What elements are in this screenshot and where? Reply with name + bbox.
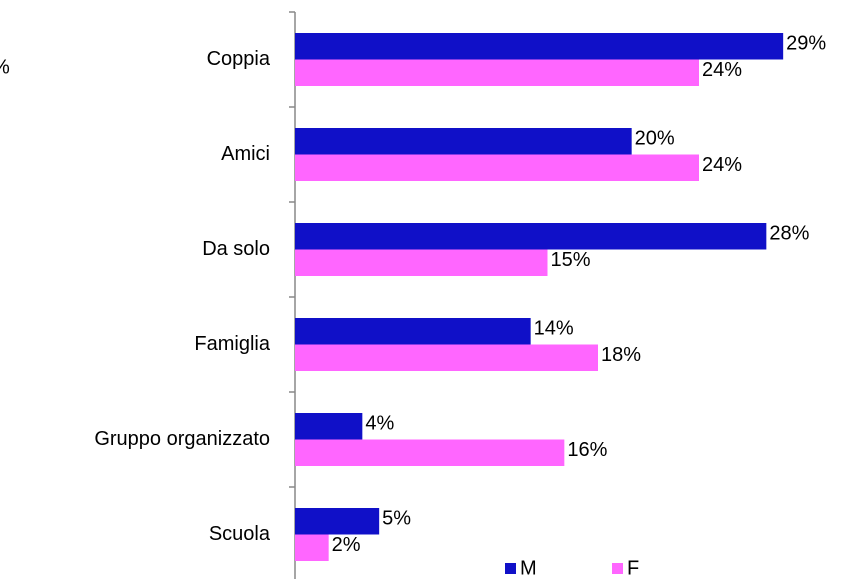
data-label: 24% [702, 154, 742, 176]
data-label: 24% [702, 59, 742, 81]
annotation: % [0, 56, 10, 78]
data-label: 20% [635, 128, 675, 150]
bar [295, 439, 565, 466]
bar [295, 344, 598, 371]
category-label: Scuola [209, 523, 271, 545]
category-label: Amici [221, 143, 270, 165]
bar [295, 249, 548, 276]
data-label: 14% [534, 318, 574, 340]
bar [295, 128, 632, 155]
bar [295, 508, 380, 535]
legend-label: M [520, 557, 537, 579]
bar [295, 534, 329, 561]
bar [295, 59, 699, 86]
bar [295, 223, 767, 250]
category-label: Gruppo organizzato [94, 428, 270, 450]
category-label: Coppia [207, 48, 271, 70]
bar [295, 154, 699, 181]
legend-label: F [627, 557, 639, 579]
data-label: 28% [769, 223, 809, 245]
category-label: Da solo [202, 238, 270, 260]
bar [295, 33, 784, 60]
data-label: 2% [332, 534, 361, 556]
data-label: 16% [567, 439, 607, 461]
legend-swatch [612, 563, 623, 574]
data-label: 18% [601, 344, 641, 366]
legend-swatch [505, 563, 516, 574]
data-label: 29% [786, 33, 826, 55]
bar [295, 318, 531, 345]
data-label: 15% [551, 249, 591, 271]
data-label: 5% [382, 508, 411, 530]
category-label: Famiglia [194, 333, 270, 355]
data-label: 4% [365, 413, 394, 435]
bar [295, 413, 363, 440]
